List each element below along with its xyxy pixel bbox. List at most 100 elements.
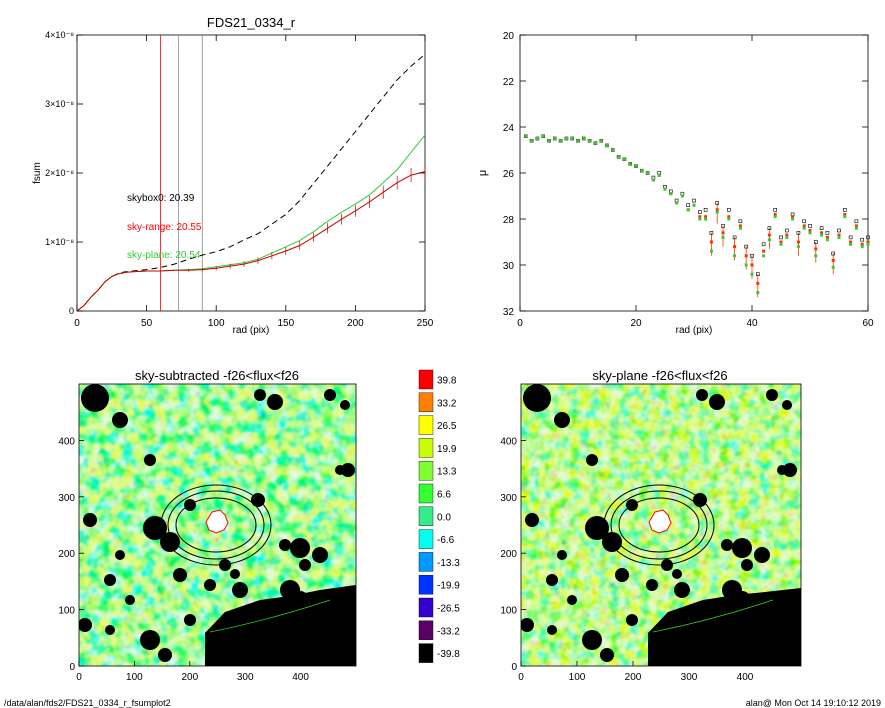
masked-source [115, 550, 125, 560]
x-tick-label: 200 [181, 672, 198, 683]
masked-source [674, 582, 690, 598]
point-black [686, 203, 691, 207]
point-green [605, 143, 609, 147]
point-green [559, 139, 563, 143]
point-green [721, 235, 725, 239]
y-tick-label: 300 [500, 493, 517, 504]
point-red [791, 215, 795, 219]
x-tick-label: 200 [625, 672, 642, 683]
point-red [709, 240, 713, 244]
masked-source [709, 394, 725, 410]
masked-source [626, 614, 638, 626]
colorbar-swatch [418, 392, 434, 412]
galaxy-center [648, 509, 672, 534]
annotation-skybox0: skybox0: 20.39 [127, 193, 195, 204]
point-black [866, 235, 870, 240]
point-black [709, 231, 714, 235]
point-red [779, 240, 783, 244]
masked-source [582, 630, 602, 650]
point-green [791, 217, 795, 221]
masked-source [290, 538, 310, 558]
point-green [802, 226, 806, 230]
ellipse-inner [610, 490, 708, 560]
y-tick-label: 20 [503, 31, 515, 42]
y-tick-label: 0 [511, 662, 517, 673]
masked-source [299, 559, 311, 571]
point-green [785, 235, 789, 239]
colorbar-swatch [418, 529, 434, 549]
point-green [657, 173, 661, 177]
y-tick-label: 1×10⁻⁸ [45, 237, 74, 247]
colorbar-label: -13.3 [437, 558, 460, 569]
point-red [733, 245, 737, 249]
y-tick-label: 300 [58, 493, 75, 504]
x-tick-label: 100 [126, 672, 143, 683]
point-green [588, 139, 592, 143]
point-red [744, 254, 748, 258]
point-black [761, 242, 766, 247]
point-red [854, 224, 858, 228]
point-black [726, 208, 731, 212]
colorbar-swatch [418, 506, 434, 526]
y-tick-label: 28 [503, 215, 515, 226]
point-black [819, 226, 824, 230]
masked-source [125, 595, 135, 605]
masked-source [646, 579, 658, 591]
x-tick-label: 0 [74, 318, 80, 329]
colorbar-swatch [418, 438, 434, 458]
y-tick-label: 100 [500, 606, 517, 617]
image-frame [78, 383, 357, 667]
image-title: sky-plane -f26<flux<f26 [592, 368, 727, 383]
x-tick-label: 20 [630, 318, 642, 329]
point-red [738, 224, 742, 228]
point-green [628, 162, 632, 166]
y-tick-label: 30 [503, 261, 515, 272]
point-red [704, 215, 708, 219]
colorbar-label: -39.8 [437, 649, 460, 660]
point-green [692, 203, 696, 207]
masked-region [205, 585, 356, 666]
point-red [849, 240, 853, 244]
point-red [727, 215, 731, 219]
point-green [779, 242, 783, 246]
colorbar: 39.8 33.2 26.5 19.9 13.3 6.6 0.0 -6.6 -13.3 -19.9… [418, 369, 460, 663]
colorbar-label: -19.9 [437, 581, 460, 592]
colorbar-swatch [418, 483, 434, 504]
point-red [698, 215, 702, 219]
point-black [692, 198, 696, 203]
x-tick-label: 0 [518, 672, 524, 683]
point-green [599, 139, 603, 143]
masked-source [232, 582, 248, 598]
y-tick-label: 400 [500, 436, 517, 447]
y-tick-label: 200 [58, 549, 75, 560]
annotation-sky-range: sky-range: 20.55 [127, 222, 202, 233]
fsum-profile-chart: FDS21_0334_r 0 50 100 150 200 250 0 1×10⁻⁸ 2×10⁻… [32, 15, 434, 336]
ellipse-inner [167, 490, 265, 560]
masked-source [696, 389, 708, 401]
point-green [593, 141, 597, 145]
point-green [825, 238, 829, 242]
masked-source [184, 614, 196, 626]
point-green [663, 187, 667, 191]
masked-source [335, 465, 345, 475]
point-black [784, 228, 789, 233]
point-green [738, 226, 742, 230]
y-tick-label: 3×10⁻⁸ [45, 99, 74, 109]
colorbar-swatch [418, 643, 434, 663]
point-red [773, 212, 777, 216]
y-axis-label: fsum [32, 162, 43, 184]
axis-ticks: 0 20 40 60 20 22 24 26 28 30 32 [503, 31, 874, 329]
x-axis-label: rad (pix) [676, 325, 713, 336]
masked-source [672, 569, 682, 579]
masked-source [341, 463, 355, 477]
x-tick-label: 300 [681, 672, 698, 683]
x-tick-label: 100 [208, 318, 225, 329]
y-tick-label: 4×10⁻⁸ [45, 30, 74, 40]
point-green [750, 272, 754, 276]
point-black [744, 244, 749, 249]
sky-subtracted-image: sky-subtracted -f26<flux<f26 0 100 200 300 4… [58, 368, 357, 683]
point-green [582, 137, 586, 140]
masked-source [600, 648, 614, 662]
